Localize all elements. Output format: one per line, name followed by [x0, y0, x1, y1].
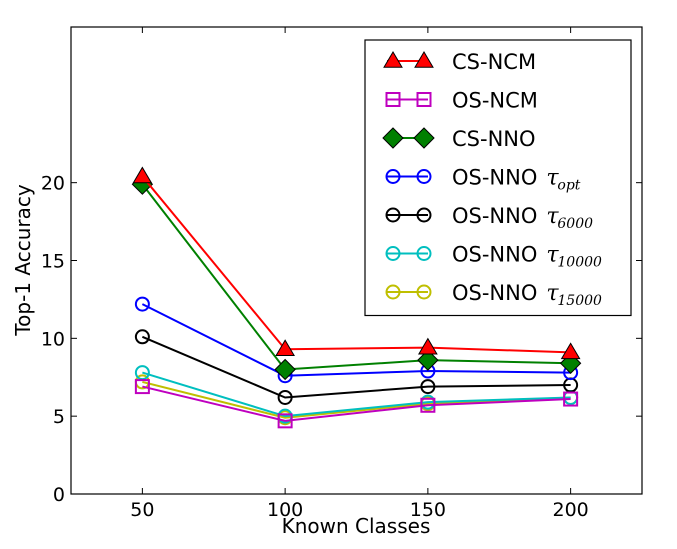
legend-box	[364, 39, 632, 317]
axis-ticks: 50 100 150 200 0 5 10 15 20	[41, 27, 642, 521]
y-axis-label: Top-1 Accuracy	[11, 184, 35, 337]
x-tick-label: 150	[410, 499, 446, 521]
series-5	[134, 365, 579, 424]
series-line	[141, 303, 571, 377]
legend-symbol: τ	[546, 281, 559, 306]
series-4	[134, 329, 579, 405]
legend-symbol: τ	[546, 204, 559, 229]
data-point	[132, 166, 153, 184]
legend-marker	[416, 284, 432, 300]
legend-subscript: opt	[557, 178, 580, 194]
legend-subscript: 6000	[557, 216, 593, 232]
legend-marker	[416, 92, 432, 107]
legend-marker	[414, 51, 434, 68]
series-line	[142, 385, 571, 422]
legend-marker	[416, 207, 432, 223]
legend-label: OS-NNO	[452, 204, 537, 228]
legend-item: CS-NCM	[383, 50, 536, 74]
legend-marker	[416, 246, 432, 261]
data-point	[134, 329, 150, 345]
data-point	[134, 379, 150, 395]
legend-marker	[416, 169, 432, 184]
data-point	[134, 365, 150, 381]
legend-subscript: 15000	[557, 293, 602, 309]
legend-item: OS-NCM	[385, 89, 538, 113]
legend-symbol: τ	[546, 243, 559, 268]
series-layer	[131, 166, 582, 429]
data-point	[417, 349, 439, 371]
y-tick-label: 5	[53, 406, 65, 428]
legend-label: CS-NCM	[452, 50, 536, 74]
x-tick-label: 50	[130, 499, 154, 521]
data-point	[560, 342, 581, 360]
series-1	[134, 379, 579, 429]
y-tick-label: 10	[41, 328, 65, 350]
legend-marker	[385, 92, 401, 107]
data-point	[418, 337, 438, 355]
data-point	[420, 397, 436, 413]
x-axis-label: Known Classes	[282, 514, 431, 538]
y-tick-label: 20	[41, 173, 65, 195]
legend-marker	[385, 284, 401, 300]
legend-subscript: 10000	[557, 255, 602, 271]
legend-label: OS-NCM	[452, 89, 538, 113]
legend-item: CS-NNO	[382, 127, 536, 151]
legend-symbol: τ	[546, 166, 559, 191]
x-tick-label: 200	[552, 499, 588, 521]
y-tick-label: 0	[53, 484, 65, 506]
data-point	[420, 379, 436, 395]
legend-marker	[382, 127, 404, 149]
legend-marker	[413, 127, 435, 149]
series-line	[141, 183, 571, 371]
legend-marker	[385, 246, 401, 261]
series-line	[142, 371, 571, 418]
data-point	[274, 358, 296, 381]
data-point	[134, 296, 150, 312]
y-tick-label: 15	[41, 251, 65, 273]
legend-marker	[385, 169, 401, 184]
legend-marker	[385, 207, 401, 223]
x-tick-label: 100	[267, 499, 303, 521]
data-point	[275, 339, 295, 357]
data-point	[563, 391, 579, 407]
legend-marker	[383, 51, 403, 68]
series-0	[132, 166, 581, 360]
legend-label: OS-NNO	[452, 166, 537, 190]
series-line	[141, 335, 571, 399]
data-point	[277, 413, 293, 429]
series-line	[141, 175, 571, 354]
legend-label: OS-NNO	[452, 281, 537, 305]
legend-label: CS-NNO	[452, 127, 536, 151]
legend-label: OS-NNO	[452, 243, 537, 267]
data-point	[277, 389, 293, 405]
